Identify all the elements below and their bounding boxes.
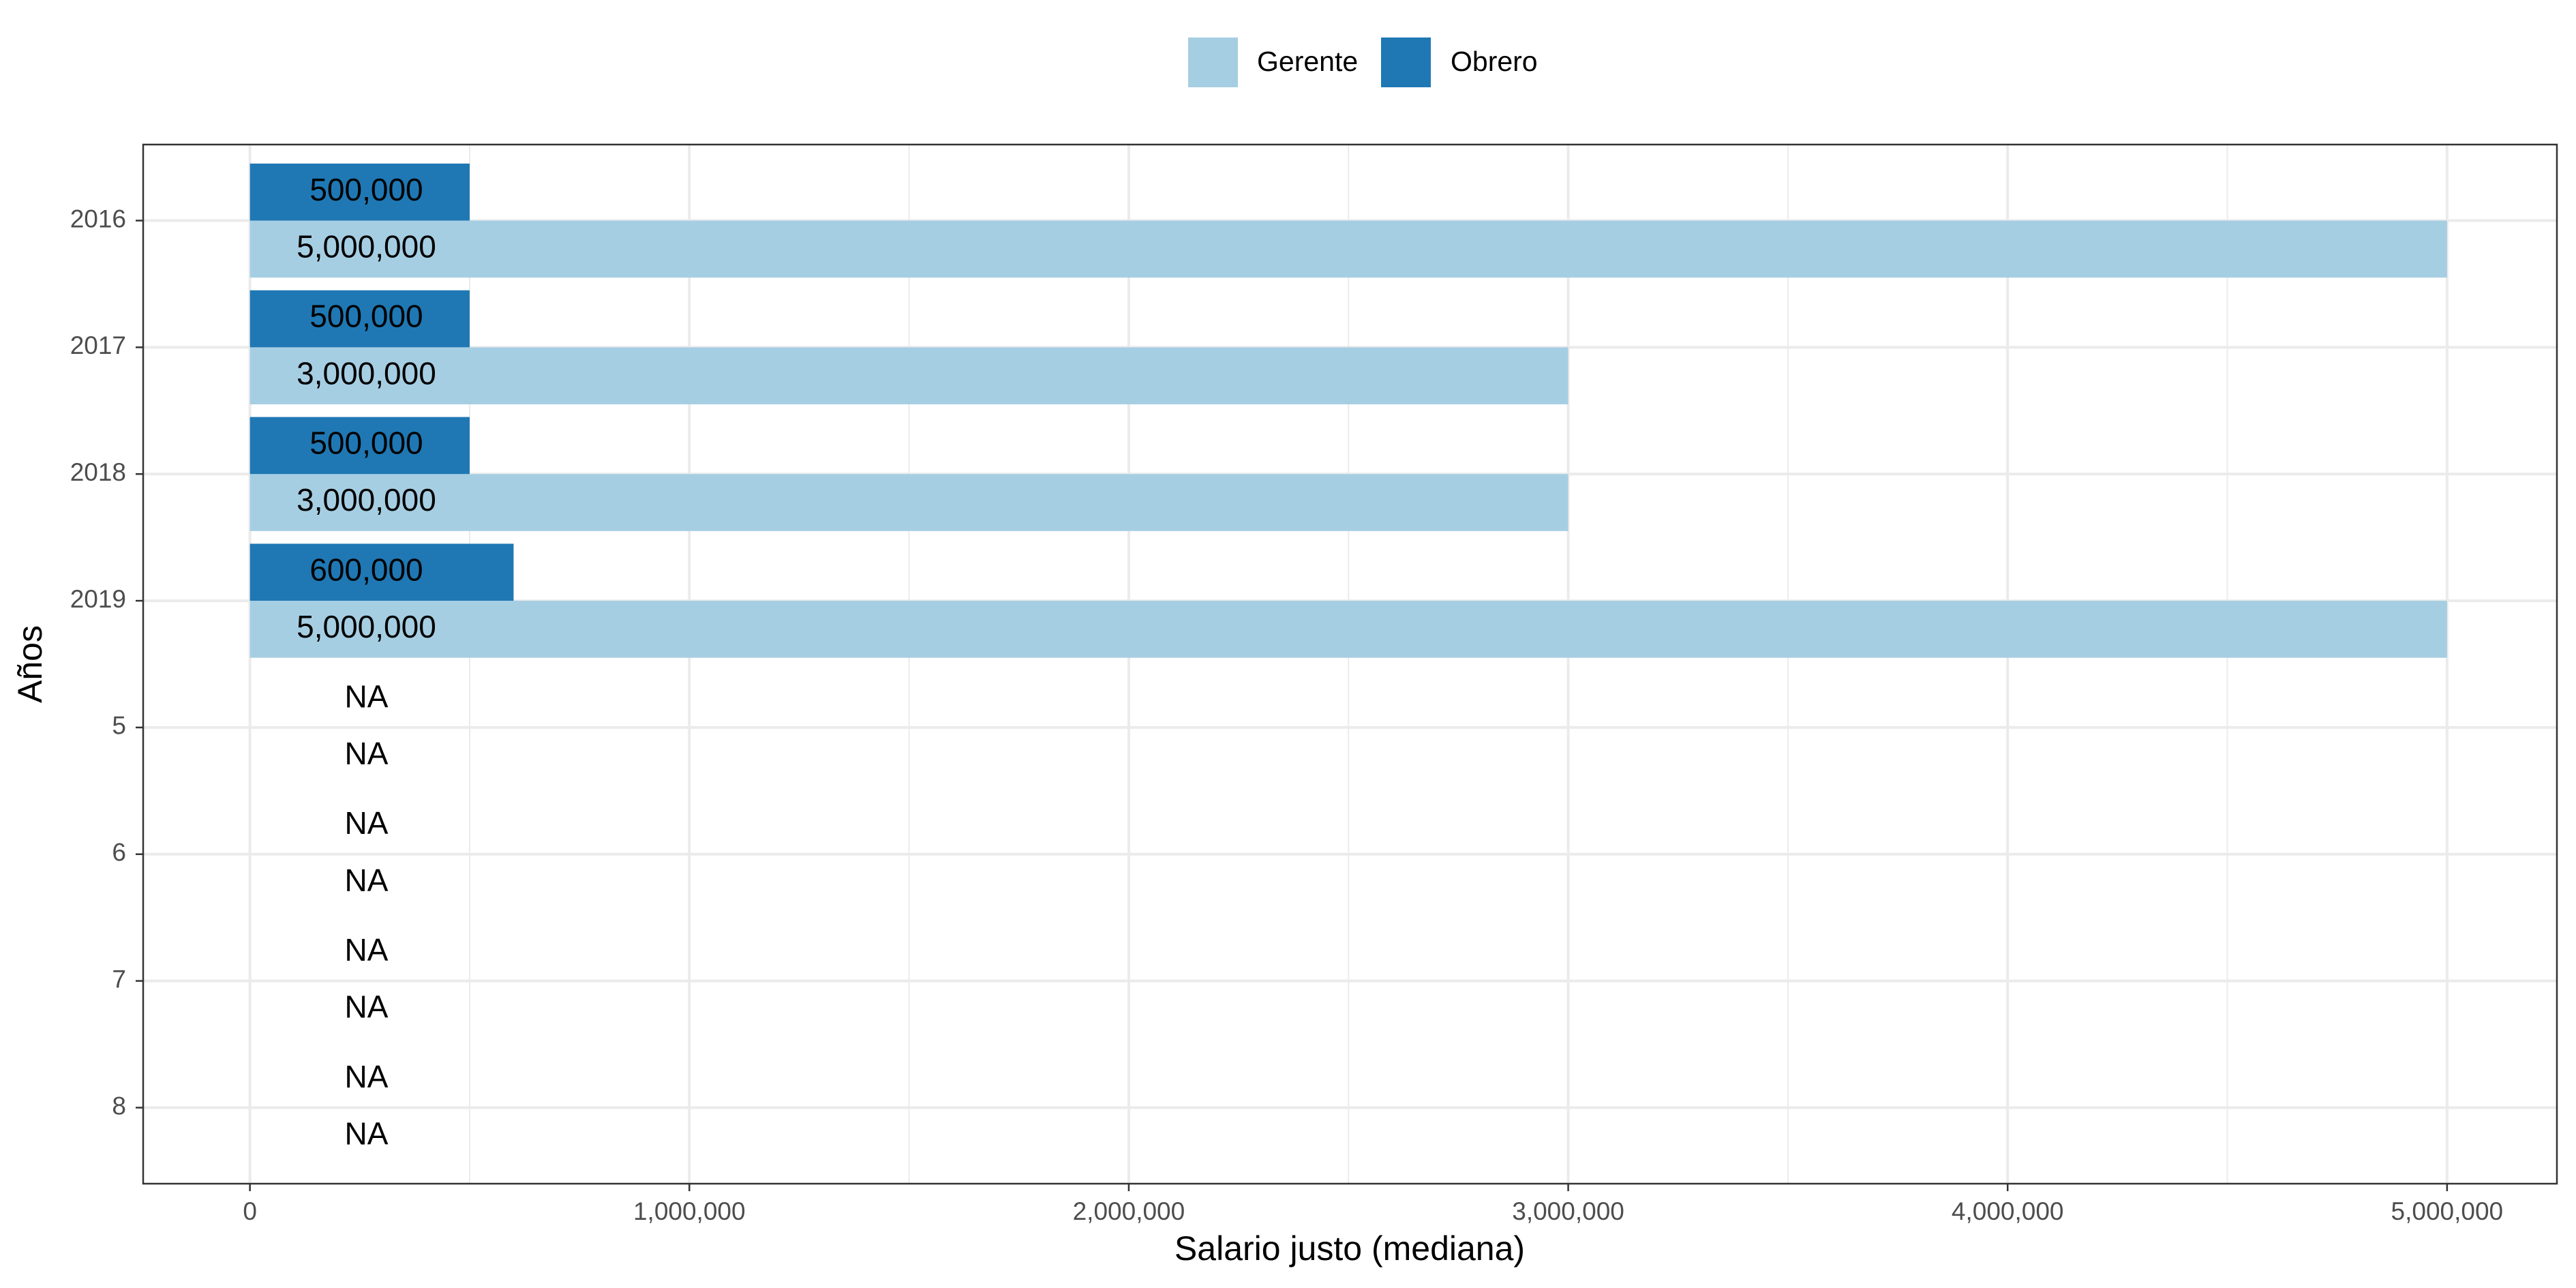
data-label-obrero-7: NA bbox=[345, 932, 389, 968]
data-label-obrero-6: NA bbox=[345, 805, 389, 841]
x-tick-label: 1,000,000 bbox=[633, 1197, 746, 1225]
data-label-gerente-2018: 3,000,000 bbox=[297, 482, 436, 518]
bar-gerente-2018 bbox=[249, 474, 1569, 531]
y-tick-label: 5 bbox=[112, 712, 126, 740]
data-label-gerente-6: NA bbox=[345, 863, 389, 898]
x-axis-title: Salario justo (mediana) bbox=[1175, 1229, 1525, 1268]
y-tick-label: 2017 bbox=[70, 331, 126, 359]
bar-obrero-2018 bbox=[249, 417, 470, 475]
data-label-obrero-2016: 500,000 bbox=[309, 172, 423, 207]
data-label-gerente-2016: 5,000,000 bbox=[297, 228, 436, 264]
plot-panel-border bbox=[142, 143, 2558, 1185]
y-tick-label: 2018 bbox=[70, 458, 126, 486]
y-axis: 2016 2017 2018 2019 5 6 7 8 bbox=[70, 205, 143, 1120]
bar-labels: 5,000,000 500,000 3,000,000 500,000 3,000,00… bbox=[297, 172, 436, 1152]
data-label-gerente-2017: 3,000,000 bbox=[297, 355, 436, 391]
x-axis: 0 1,000,000 2,000,000 3,000,000 4,000,000 5,0… bbox=[243, 1184, 2503, 1225]
data-label-gerente-7: NA bbox=[345, 989, 389, 1025]
legend-label-obrero: Obrero bbox=[1451, 46, 1538, 77]
y-tick-label: 2016 bbox=[70, 205, 126, 233]
x-tick-label: 0 bbox=[243, 1197, 257, 1225]
x-tick-label: 4,000,000 bbox=[1952, 1197, 2064, 1225]
legend-key-obrero bbox=[1381, 38, 1431, 87]
data-label-gerente-2019: 5,000,000 bbox=[297, 609, 436, 644]
y-tick-label: 8 bbox=[112, 1092, 126, 1120]
plot-panel-background bbox=[143, 145, 2557, 1184]
data-label-gerente-5: NA bbox=[345, 736, 389, 771]
legend-label-gerente: Gerente bbox=[1257, 46, 1358, 77]
x-tick-label: 5,000,000 bbox=[2391, 1197, 2504, 1225]
bar-obrero-2017 bbox=[249, 290, 470, 348]
y-axis-title: Años bbox=[11, 625, 49, 703]
bar-gerente-2019 bbox=[249, 601, 2447, 658]
bar-gerente-2017 bbox=[249, 347, 1569, 404]
x-tick-label: 3,000,000 bbox=[1512, 1197, 1624, 1225]
y-tick-label: 2019 bbox=[70, 585, 126, 613]
data-label-obrero-5: NA bbox=[345, 678, 389, 714]
legend: Gerente Obrero bbox=[1188, 38, 1538, 87]
bar-obrero-2019 bbox=[249, 543, 514, 601]
data-label-gerente-8: NA bbox=[345, 1115, 389, 1151]
x-tick-label: 2,000,000 bbox=[1073, 1197, 1185, 1225]
data-label-obrero-2019: 600,000 bbox=[309, 552, 423, 587]
bar-obrero-2016 bbox=[249, 163, 470, 221]
y-tick-label: 6 bbox=[112, 839, 126, 867]
bars bbox=[249, 163, 2447, 658]
bar-gerente-2016 bbox=[249, 220, 2447, 278]
data-label-obrero-2018: 500,000 bbox=[309, 425, 423, 461]
legend-key-gerente bbox=[1188, 38, 1238, 87]
y-tick-label: 7 bbox=[112, 965, 126, 993]
data-label-obrero-8: NA bbox=[345, 1059, 389, 1094]
data-label-obrero-2017: 500,000 bbox=[309, 299, 423, 334]
